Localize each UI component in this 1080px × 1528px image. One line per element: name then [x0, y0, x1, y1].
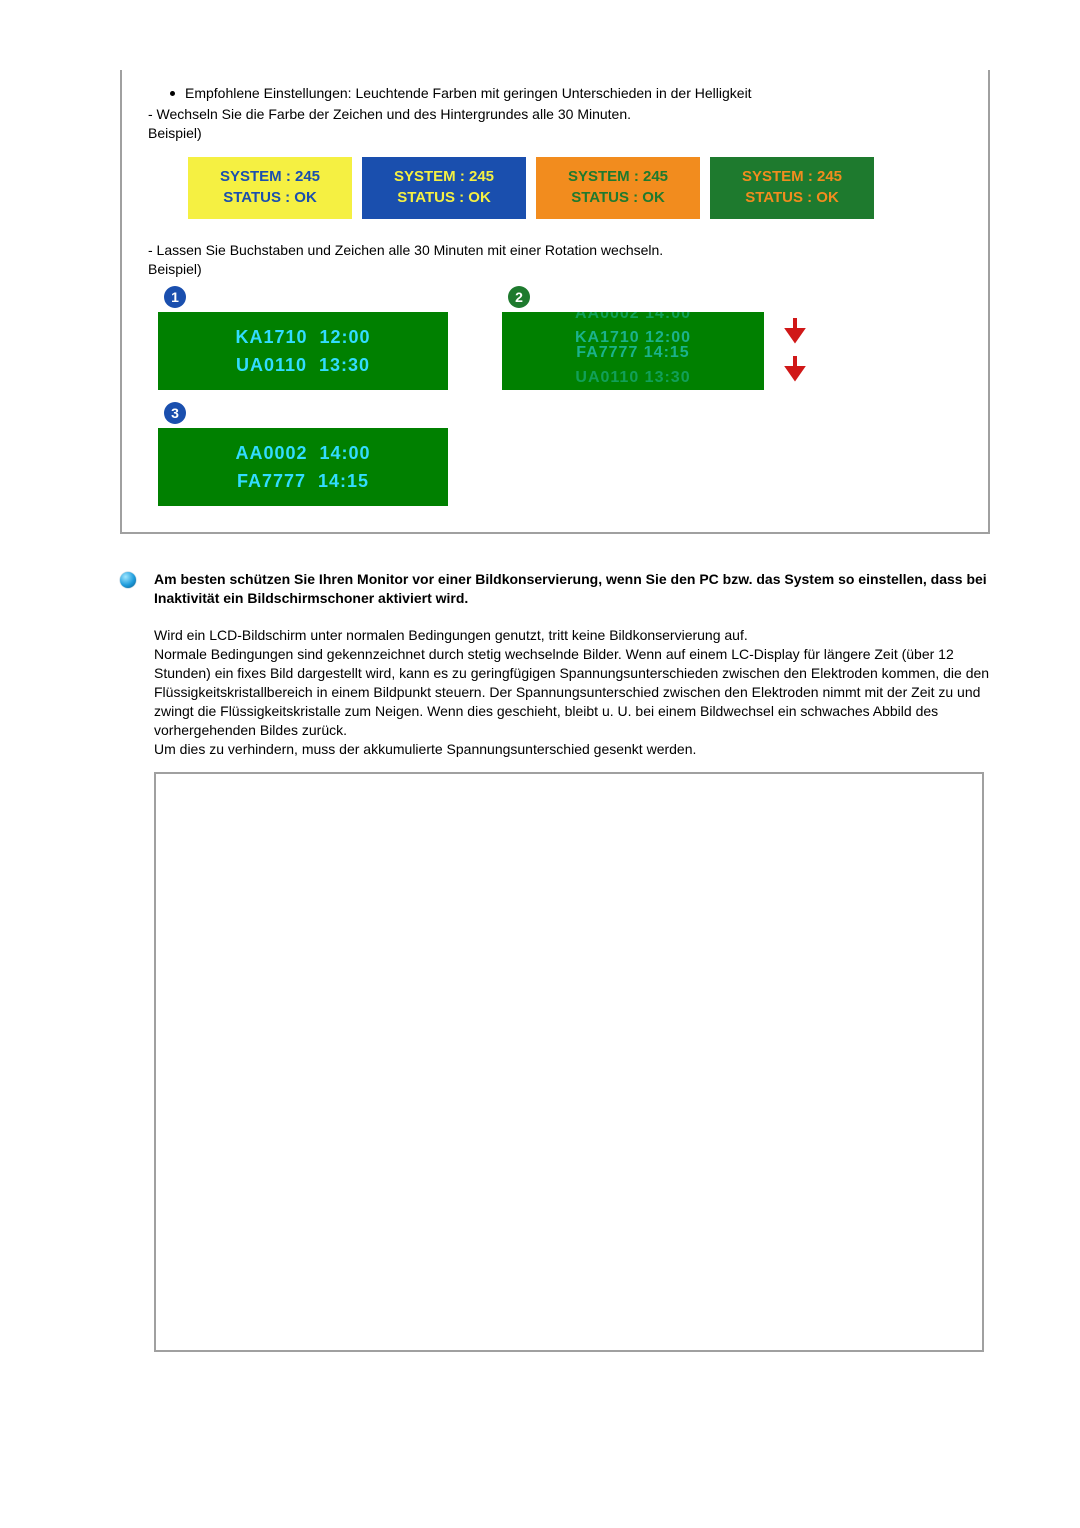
rotation-example-grid: 1 KA1710 12:00 UA0110 13:30 2 AA0002 14:… — [158, 286, 858, 506]
rotation-cell-2: 2 AA0002 14:00 KA1710 12:00 FA7777 14:15 — [502, 286, 798, 390]
bottom-empty-box — [154, 772, 984, 1352]
green-panel-1: KA1710 12:00 UA0110 13:30 — [158, 312, 448, 390]
swatch-3-line2: STATUS : OK — [571, 188, 665, 208]
line-change-color: - Wechseln Sie die Farbe der Zeichen und… — [148, 105, 962, 124]
line-rotate: - Lassen Sie Buchstaben und Zeichen alle… — [148, 241, 962, 260]
panel2-mid2: FA7777 14:15 — [576, 343, 689, 364]
badge-3: 3 — [164, 402, 186, 424]
swatch-4-line1: SYSTEM : 245 — [742, 167, 842, 187]
swatch-4: SYSTEM : 245 STATUS : OK — [710, 157, 874, 219]
top-example-box: Empfohlene Einstellungen: Leuchtende Far… — [120, 70, 990, 534]
sphere-bullet-icon — [120, 572, 136, 588]
panel1-line2: UA0110 13:30 — [236, 351, 370, 380]
body-para-1: Wird ein LCD-Bildschirm unter normalen B… — [154, 627, 748, 643]
swatch-3-line1: SYSTEM : 245 — [568, 167, 668, 187]
badge-1: 1 — [164, 286, 186, 308]
scroll-arrow-bottom-icon — [784, 356, 810, 384]
body-paragraph: Wird ein LCD-Bildschirm unter normalen B… — [154, 626, 990, 758]
swatch-2-line1: SYSTEM : 245 — [394, 167, 494, 187]
body-para-2: Normale Bedingungen sind gekennzeichnet … — [154, 646, 989, 738]
swatch-1-line1: SYSTEM : 245 — [220, 167, 320, 187]
badge-2: 2 — [508, 286, 530, 308]
swatch-2-line2: STATUS : OK — [397, 188, 491, 208]
panel1-line1: KA1710 12:00 — [235, 323, 370, 352]
bullet-dot-icon — [170, 91, 175, 96]
color-swatch-row: SYSTEM : 245 STATUS : OK SYSTEM : 245 ST… — [188, 157, 962, 219]
rotation-cell-3: 3 AA0002 14:00 FA7777 14:15 — [158, 402, 454, 506]
beispiel-label-2: Beispiel) — [148, 260, 962, 279]
swatch-1-line2: STATUS : OK — [223, 188, 317, 208]
screensaver-heading-row: Am besten schützen Sie Ihren Monitor vor… — [120, 570, 990, 608]
bullet-recommended-text: Empfohlene Einstellungen: Leuchtende Far… — [185, 84, 962, 103]
swatch-4-line2: STATUS : OK — [745, 188, 839, 208]
swatch-3: SYSTEM : 245 STATUS : OK — [536, 157, 700, 219]
green-panel-2-scrolling: AA0002 14:00 KA1710 12:00 FA7777 14:15 U… — [502, 312, 764, 390]
rotation-cell-1: 1 KA1710 12:00 UA0110 13:30 — [158, 286, 454, 390]
panel2-faint-bot: UA0110 13:30 — [575, 368, 690, 389]
green-panel-3: AA0002 14:00 FA7777 14:15 — [158, 428, 448, 506]
bullet-recommended: Empfohlene Einstellungen: Leuchtende Far… — [148, 84, 962, 103]
panel3-line2: FA7777 14:15 — [237, 467, 369, 496]
panel3-line1: AA0002 14:00 — [235, 439, 370, 468]
screensaver-heading: Am besten schützen Sie Ihren Monitor vor… — [154, 570, 990, 608]
body-para-3: Um dies zu verhindern, muss der akkumuli… — [154, 741, 696, 757]
panel2-faint-top: AA0002 14:00 — [575, 312, 691, 325]
beispiel-label-1: Beispiel) — [148, 124, 962, 143]
scroll-arrow-top-icon — [784, 318, 810, 346]
swatch-1: SYSTEM : 245 STATUS : OK — [188, 157, 352, 219]
swatch-2: SYSTEM : 245 STATUS : OK — [362, 157, 526, 219]
